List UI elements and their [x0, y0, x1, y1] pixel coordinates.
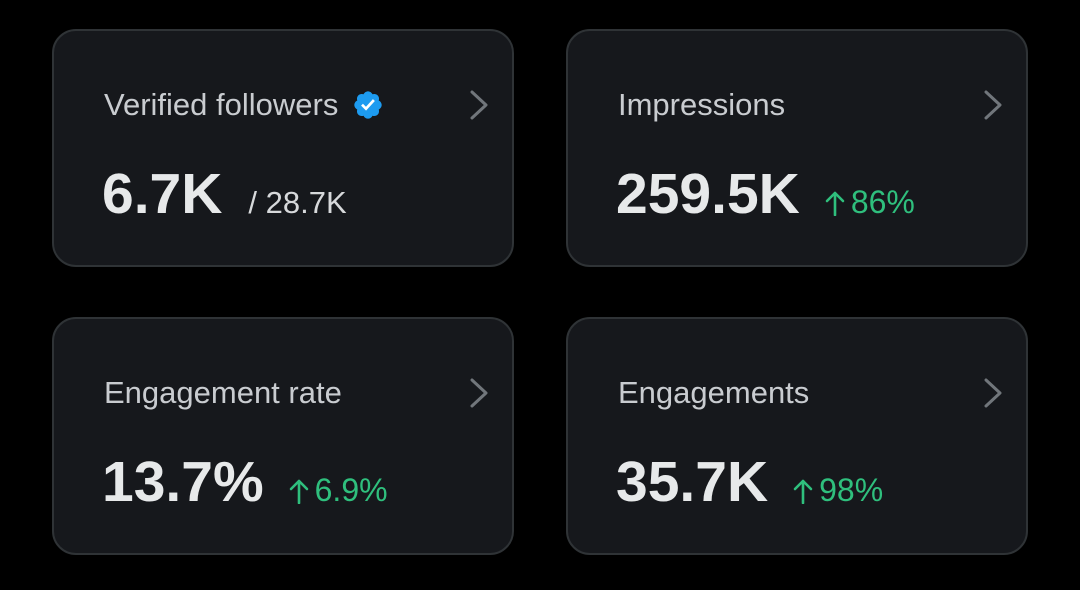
card-title-label: Engagements [618, 375, 810, 410]
metric-value: 6.7K [102, 162, 223, 226]
metric-change: 86% [824, 184, 915, 221]
metric-change-value: 6.9% [314, 472, 388, 508]
metric-change: 98% [792, 472, 883, 509]
arrow-up-icon [289, 479, 308, 504]
arrow-up-icon [793, 479, 813, 504]
card-title: Engagements [618, 375, 809, 411]
metric-value: 259.5K [616, 162, 800, 226]
arrow-up-icon [825, 191, 845, 216]
card-title-label: Verified followers [104, 87, 339, 122]
chevron-right-icon[interactable] [468, 89, 490, 121]
card-title: Verified followers [104, 87, 384, 123]
engagements-card[interactable]: Engagements 35.7K 98% [566, 317, 1028, 555]
card-title: Engagement rate [104, 375, 342, 411]
card-title-label: Engagement rate [104, 375, 342, 410]
value-row: 35.7K 98% [616, 449, 883, 515]
metric-change: 6.9% [288, 472, 388, 509]
value-row: 259.5K 86% [616, 161, 915, 227]
metric-change-value: 98% [819, 472, 884, 508]
impressions-card[interactable]: Impressions 259.5K 86% [566, 29, 1028, 267]
metric-value: 35.7K [616, 450, 769, 514]
card-title: Impressions [618, 87, 785, 123]
engagement-rate-card[interactable]: Engagement rate 13.7% 6.9% [52, 317, 514, 555]
metric-value: 13.7% [102, 450, 264, 514]
chevron-right-icon[interactable] [468, 377, 490, 409]
metrics-grid: Verified followers 6.7K / 28.7K Impressi… [52, 29, 1028, 555]
verified-badge-icon [352, 89, 384, 121]
card-title-label: Impressions [618, 87, 786, 122]
chevron-right-icon[interactable] [982, 377, 1004, 409]
metric-change-value: 86% [850, 184, 915, 220]
value-row: 13.7% 6.9% [102, 449, 388, 515]
metric-total: / 28.7K [248, 185, 347, 220]
chevron-right-icon[interactable] [982, 89, 1004, 121]
verified-followers-card[interactable]: Verified followers 6.7K / 28.7K [52, 29, 514, 267]
value-row: 6.7K / 28.7K [102, 161, 347, 227]
